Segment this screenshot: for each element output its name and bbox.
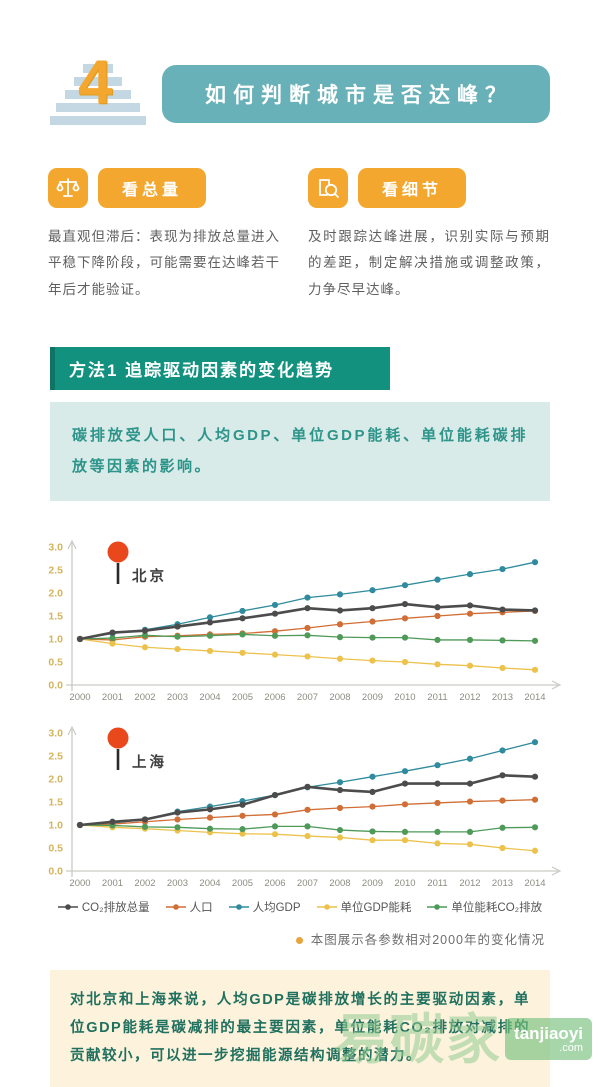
svg-text:1.5: 1.5 (48, 796, 63, 808)
legend-item: 人均GDP (228, 899, 301, 915)
svg-text:1.0: 1.0 (48, 633, 63, 645)
svg-text:2003: 2003 (167, 878, 188, 889)
svg-text:2011: 2011 (427, 692, 447, 703)
svg-text:1.0: 1.0 (48, 819, 63, 831)
svg-text:北京: 北京 (132, 567, 167, 585)
section-number: 4 (78, 48, 113, 117)
pyramid-step-icon: 4 (50, 52, 146, 130)
svg-text:2000: 2000 (69, 878, 90, 889)
badge-detail: 看细节 (358, 168, 467, 208)
criteria-section: 看总量 最直观但滞后：表现为排放总量进入平稳下降阶段，可能需要在达峰若干年后才能… (0, 130, 600, 303)
svg-text:2013: 2013 (492, 878, 513, 889)
legend-item: 人口 (165, 899, 213, 915)
svg-text:2009: 2009 (362, 878, 383, 889)
page-title: 如何判断城市是否达峰？ (162, 65, 550, 123)
legend-label: CO₂排放总量 (81, 901, 150, 914)
svg-text:2010: 2010 (394, 878, 415, 889)
beijing-line-chart: 0.0 0.5 1.0 1.5 2.0 2.5 3.0 2000 2001 2002 2003 200… (48, 539, 562, 703)
svg-text:2011: 2011 (427, 878, 447, 889)
svg-text:2006: 2006 (264, 878, 285, 889)
svg-text:2001: 2001 (102, 692, 123, 703)
criteria-total: 看总量 最直观但滞后：表现为排放总量进入平稳下降阶段，可能需要在达峰若干年后才能… (48, 168, 280, 303)
magnifier-doc-icon (308, 168, 348, 208)
scale-icon (48, 168, 88, 208)
legend-marker-icon (427, 904, 448, 910)
badge-total: 看总量 (98, 168, 207, 208)
shanghai-line-chart: 0.0 0.5 1.0 1.5 2.0 2.5 3.0 2000 2001 2002 2003 200… (48, 725, 562, 889)
svg-text:2012: 2012 (459, 878, 480, 889)
svg-text:2001: 2001 (102, 878, 123, 889)
svg-text:上海: 上海 (132, 753, 167, 771)
svg-text:2014: 2014 (524, 878, 545, 889)
legend-marker-icon (228, 904, 249, 910)
svg-text:2.0: 2.0 (48, 773, 63, 785)
svg-text:2004: 2004 (199, 692, 220, 703)
svg-text:2006: 2006 (264, 692, 285, 703)
header: 4 如何判断城市是否达峰？ (0, 0, 600, 130)
legend-marker-icon (57, 904, 78, 910)
footnote-bullet-icon (295, 937, 303, 945)
svg-text:2.5: 2.5 (48, 564, 63, 576)
method-title-bar: 方法1 追踪驱动因素的变化趋势 (50, 346, 390, 390)
legend-item: 单位能耗CO₂排放 (427, 899, 542, 915)
svg-text:1.5: 1.5 (48, 610, 63, 622)
svg-text:0.5: 0.5 (48, 842, 63, 854)
svg-text:2010: 2010 (394, 692, 415, 703)
svg-text:2003: 2003 (167, 692, 188, 703)
conclusion-box: 对北京和上海来说，人均GDP是碳排放增长的主要驱动因素，单位GDP能耗是碳减排的… (50, 969, 550, 1087)
svg-text:0.0: 0.0 (48, 679, 63, 691)
svg-text:2008: 2008 (329, 878, 350, 889)
svg-text:2002: 2002 (134, 692, 155, 703)
svg-text:2002: 2002 (134, 878, 155, 889)
svg-text:2008: 2008 (329, 692, 350, 703)
criteria-total-text: 最直观但滞后：表现为排放总量进入平稳下降阶段，可能需要在达峰若干年后才能验证。 (48, 229, 280, 297)
shanghai-chart-wrap: 0.0 0.5 1.0 1.5 2.0 2.5 3.0 2000 2001 2002 2003 200… (30, 713, 570, 895)
beijing-chart-wrap: 0.0 0.5 1.0 1.5 2.0 2.5 3.0 2000 2001 2002 2003 200… (30, 527, 570, 709)
criteria-detail: 看细节 及时跟踪达峰进展，识别实际与预期的差距，制定解决措施或调整政策，力争尽早… (308, 168, 550, 303)
svg-text:3.0: 3.0 (48, 727, 63, 739)
svg-text:2009: 2009 (362, 692, 383, 703)
method-intro-box: 碳排放受人口、人均GDP、单位GDP能耗、单位能耗碳排放等因素的影响。 (50, 401, 550, 501)
legend-marker-icon (165, 904, 186, 910)
svg-text:2000: 2000 (69, 692, 90, 703)
chart-legend: CO₂排放总量 人口 人均GDP 单位GDP能耗 单位能耗CO₂排放 (0, 899, 600, 915)
svg-text:2007: 2007 (297, 878, 318, 889)
svg-text:2013: 2013 (492, 692, 513, 703)
svg-text:2004: 2004 (199, 878, 220, 889)
legend-label: 单位GDP能耗 (340, 901, 412, 914)
svg-text:0.5: 0.5 (48, 656, 63, 668)
legend-item: 单位GDP能耗 (316, 899, 412, 915)
criteria-detail-text: 及时跟踪达峰进展，识别实际与预期的差距，制定解决措施或调整政策，力争尽早达峰。 (308, 229, 550, 297)
svg-text:2.0: 2.0 (48, 587, 63, 599)
legend-item: CO₂排放总量 (57, 899, 150, 915)
svg-text:2.5: 2.5 (48, 750, 63, 762)
svg-text:2005: 2005 (232, 878, 253, 889)
chart-footnote: 本图展示各参数相对2000年的变化情况 (0, 929, 600, 948)
svg-text:3.0: 3.0 (48, 541, 63, 553)
svg-text:2014: 2014 (524, 692, 545, 703)
svg-text:2012: 2012 (459, 692, 480, 703)
legend-label: 人均GDP (252, 901, 301, 914)
svg-text:2005: 2005 (232, 692, 253, 703)
svg-text:2007: 2007 (297, 692, 318, 703)
svg-text:0.0: 0.0 (48, 865, 63, 877)
legend-label: 单位能耗CO₂排放 (451, 901, 543, 914)
footnote-text: 本图展示各参数相对2000年的变化情况 (310, 932, 545, 947)
legend-marker-icon (316, 904, 337, 910)
legend-label: 人口 (189, 901, 213, 914)
